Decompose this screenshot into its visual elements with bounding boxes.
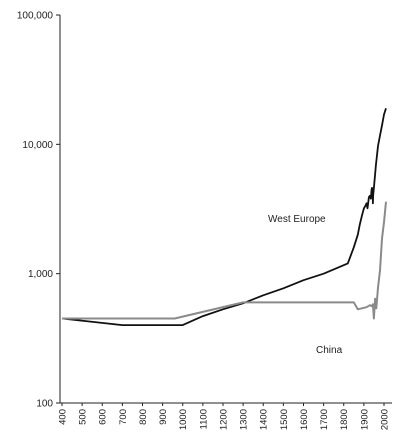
series-layer [61, 108, 387, 326]
x-tick-label: 1400 [259, 409, 270, 430]
y-tick-label: 100,000 [17, 11, 54, 22]
x-tick-label: 2000 [379, 409, 390, 430]
x-tick-label: 600 [98, 409, 109, 425]
labels-layer: West Europe China [268, 214, 343, 356]
series-label-china: China [316, 345, 343, 356]
y-tick-label: 10,000 [22, 140, 53, 151]
x-tick-label: 1600 [299, 409, 310, 430]
x-tick-label: 1200 [218, 409, 229, 430]
x-tick-label: 700 [118, 409, 129, 425]
axes: 100 1,000 10,000 100,000 400 500 600 700 800 900 1… [17, 11, 392, 430]
series-line-west-europe [61, 108, 387, 326]
x-tick-label: 1300 [239, 409, 250, 430]
x-tick-label: 1500 [279, 409, 290, 430]
series-line-china [62, 201, 387, 320]
x-tick-label: 1900 [359, 409, 370, 430]
series-label-west-europe: West Europe [268, 214, 326, 225]
x-tick-label: 500 [78, 409, 89, 425]
x-tick-label: 1800 [339, 409, 350, 430]
x-tick-label: 400 [58, 409, 69, 425]
x-tick-label: 1700 [319, 409, 330, 430]
x-tick-label: 800 [138, 409, 149, 425]
y-tick-label: 100 [36, 399, 53, 410]
y-tick-label: 1,000 [28, 269, 53, 280]
x-tick-label: 1100 [198, 409, 209, 429]
x-tick-label: 900 [158, 409, 169, 425]
x-tick-label: 1000 [178, 409, 189, 430]
